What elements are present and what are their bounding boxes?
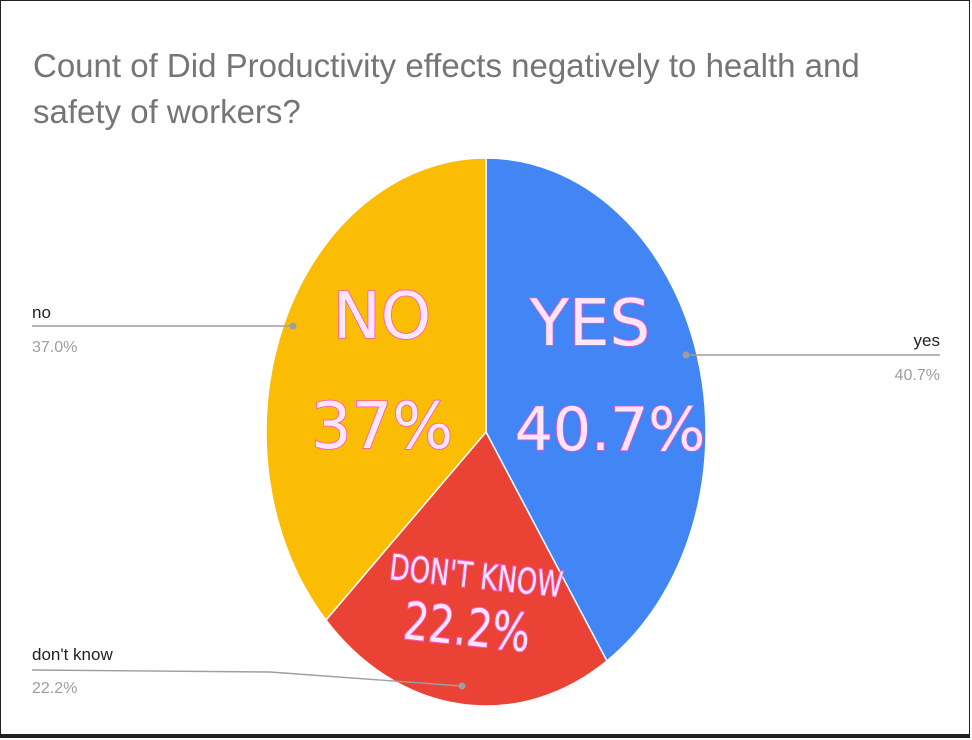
leader-line-don-t-know [31, 669, 463, 687]
leader-dot-no [289, 322, 297, 330]
legend-label-don-t-know: don't know [32, 645, 113, 664]
leader-dot-don-t-know [458, 682, 466, 690]
leader-dot-yes [682, 351, 690, 359]
legend-percent-don-t-know: 22.2% [32, 680, 77, 697]
chart-title: Count of Did Productivity effects negati… [33, 47, 860, 130]
pie-slice-no [265, 157, 487, 622]
slice-value-label-no: 37% [311, 390, 453, 464]
slice-value-label-yes: 40.7% [515, 395, 706, 465]
pie-slice-don-t-know [325, 430, 608, 707]
slice-value-label-don-t-know: 22.2% [401, 590, 534, 663]
legend-percent-yes: 40.7% [895, 367, 940, 384]
legend-label-yes: yes [914, 331, 940, 350]
legend-percent-no: 37.0% [32, 339, 77, 356]
legend-label-no: no [32, 303, 51, 322]
slice-name-label-yes: YES [529, 287, 650, 361]
slice-name-label-no: NO [333, 280, 431, 354]
